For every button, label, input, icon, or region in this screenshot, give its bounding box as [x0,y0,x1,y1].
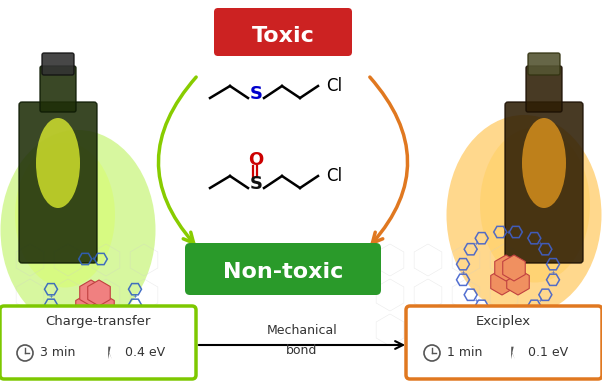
Ellipse shape [36,118,80,208]
Ellipse shape [447,115,601,315]
Text: +: + [506,309,510,314]
Text: 0.4 eV: 0.4 eV [125,347,165,360]
FancyBboxPatch shape [19,102,97,263]
Polygon shape [79,280,102,306]
FancyBboxPatch shape [40,66,76,112]
Text: 3 min: 3 min [40,347,75,360]
Text: S: S [249,175,262,193]
Text: Toxic: Toxic [252,26,314,46]
FancyBboxPatch shape [0,306,196,379]
FancyBboxPatch shape [214,8,352,56]
Text: O: O [249,151,264,169]
Text: +: + [538,241,542,246]
Text: +: + [506,229,510,234]
Ellipse shape [1,130,155,330]
Text: Exciplex: Exciplex [476,316,530,329]
FancyArrowPatch shape [370,77,408,243]
Text: +: + [132,295,137,300]
Text: +: + [474,298,479,303]
Text: +: + [91,257,95,262]
Ellipse shape [480,128,590,283]
Text: Non-toxic: Non-toxic [223,262,343,282]
Ellipse shape [15,142,115,288]
FancyBboxPatch shape [528,53,560,75]
Text: Charge-transfer: Charge-transfer [45,316,150,329]
Polygon shape [88,280,110,306]
Ellipse shape [522,118,566,208]
Polygon shape [507,269,529,295]
Polygon shape [491,269,514,295]
Text: +: + [551,270,556,275]
Text: Mechanical: Mechanical [267,324,337,337]
Polygon shape [76,294,98,320]
Text: 0.1 eV: 0.1 eV [528,347,568,360]
FancyBboxPatch shape [406,306,602,379]
Text: +: + [474,241,479,246]
Text: +: + [91,332,95,337]
Text: 1 min: 1 min [447,347,482,360]
Polygon shape [108,347,112,359]
Text: bond: bond [287,344,318,357]
Text: Cl: Cl [326,167,342,185]
Polygon shape [92,294,114,320]
Text: +: + [49,295,54,300]
Text: +: + [538,298,542,303]
Text: S: S [249,85,262,103]
Text: +: + [461,270,465,275]
Text: Cl: Cl [326,77,342,95]
Polygon shape [503,255,526,281]
FancyBboxPatch shape [42,53,74,75]
Polygon shape [495,255,517,281]
FancyBboxPatch shape [505,102,583,263]
FancyArrowPatch shape [158,77,196,243]
Polygon shape [511,347,515,359]
FancyBboxPatch shape [185,243,381,295]
FancyBboxPatch shape [526,66,562,112]
